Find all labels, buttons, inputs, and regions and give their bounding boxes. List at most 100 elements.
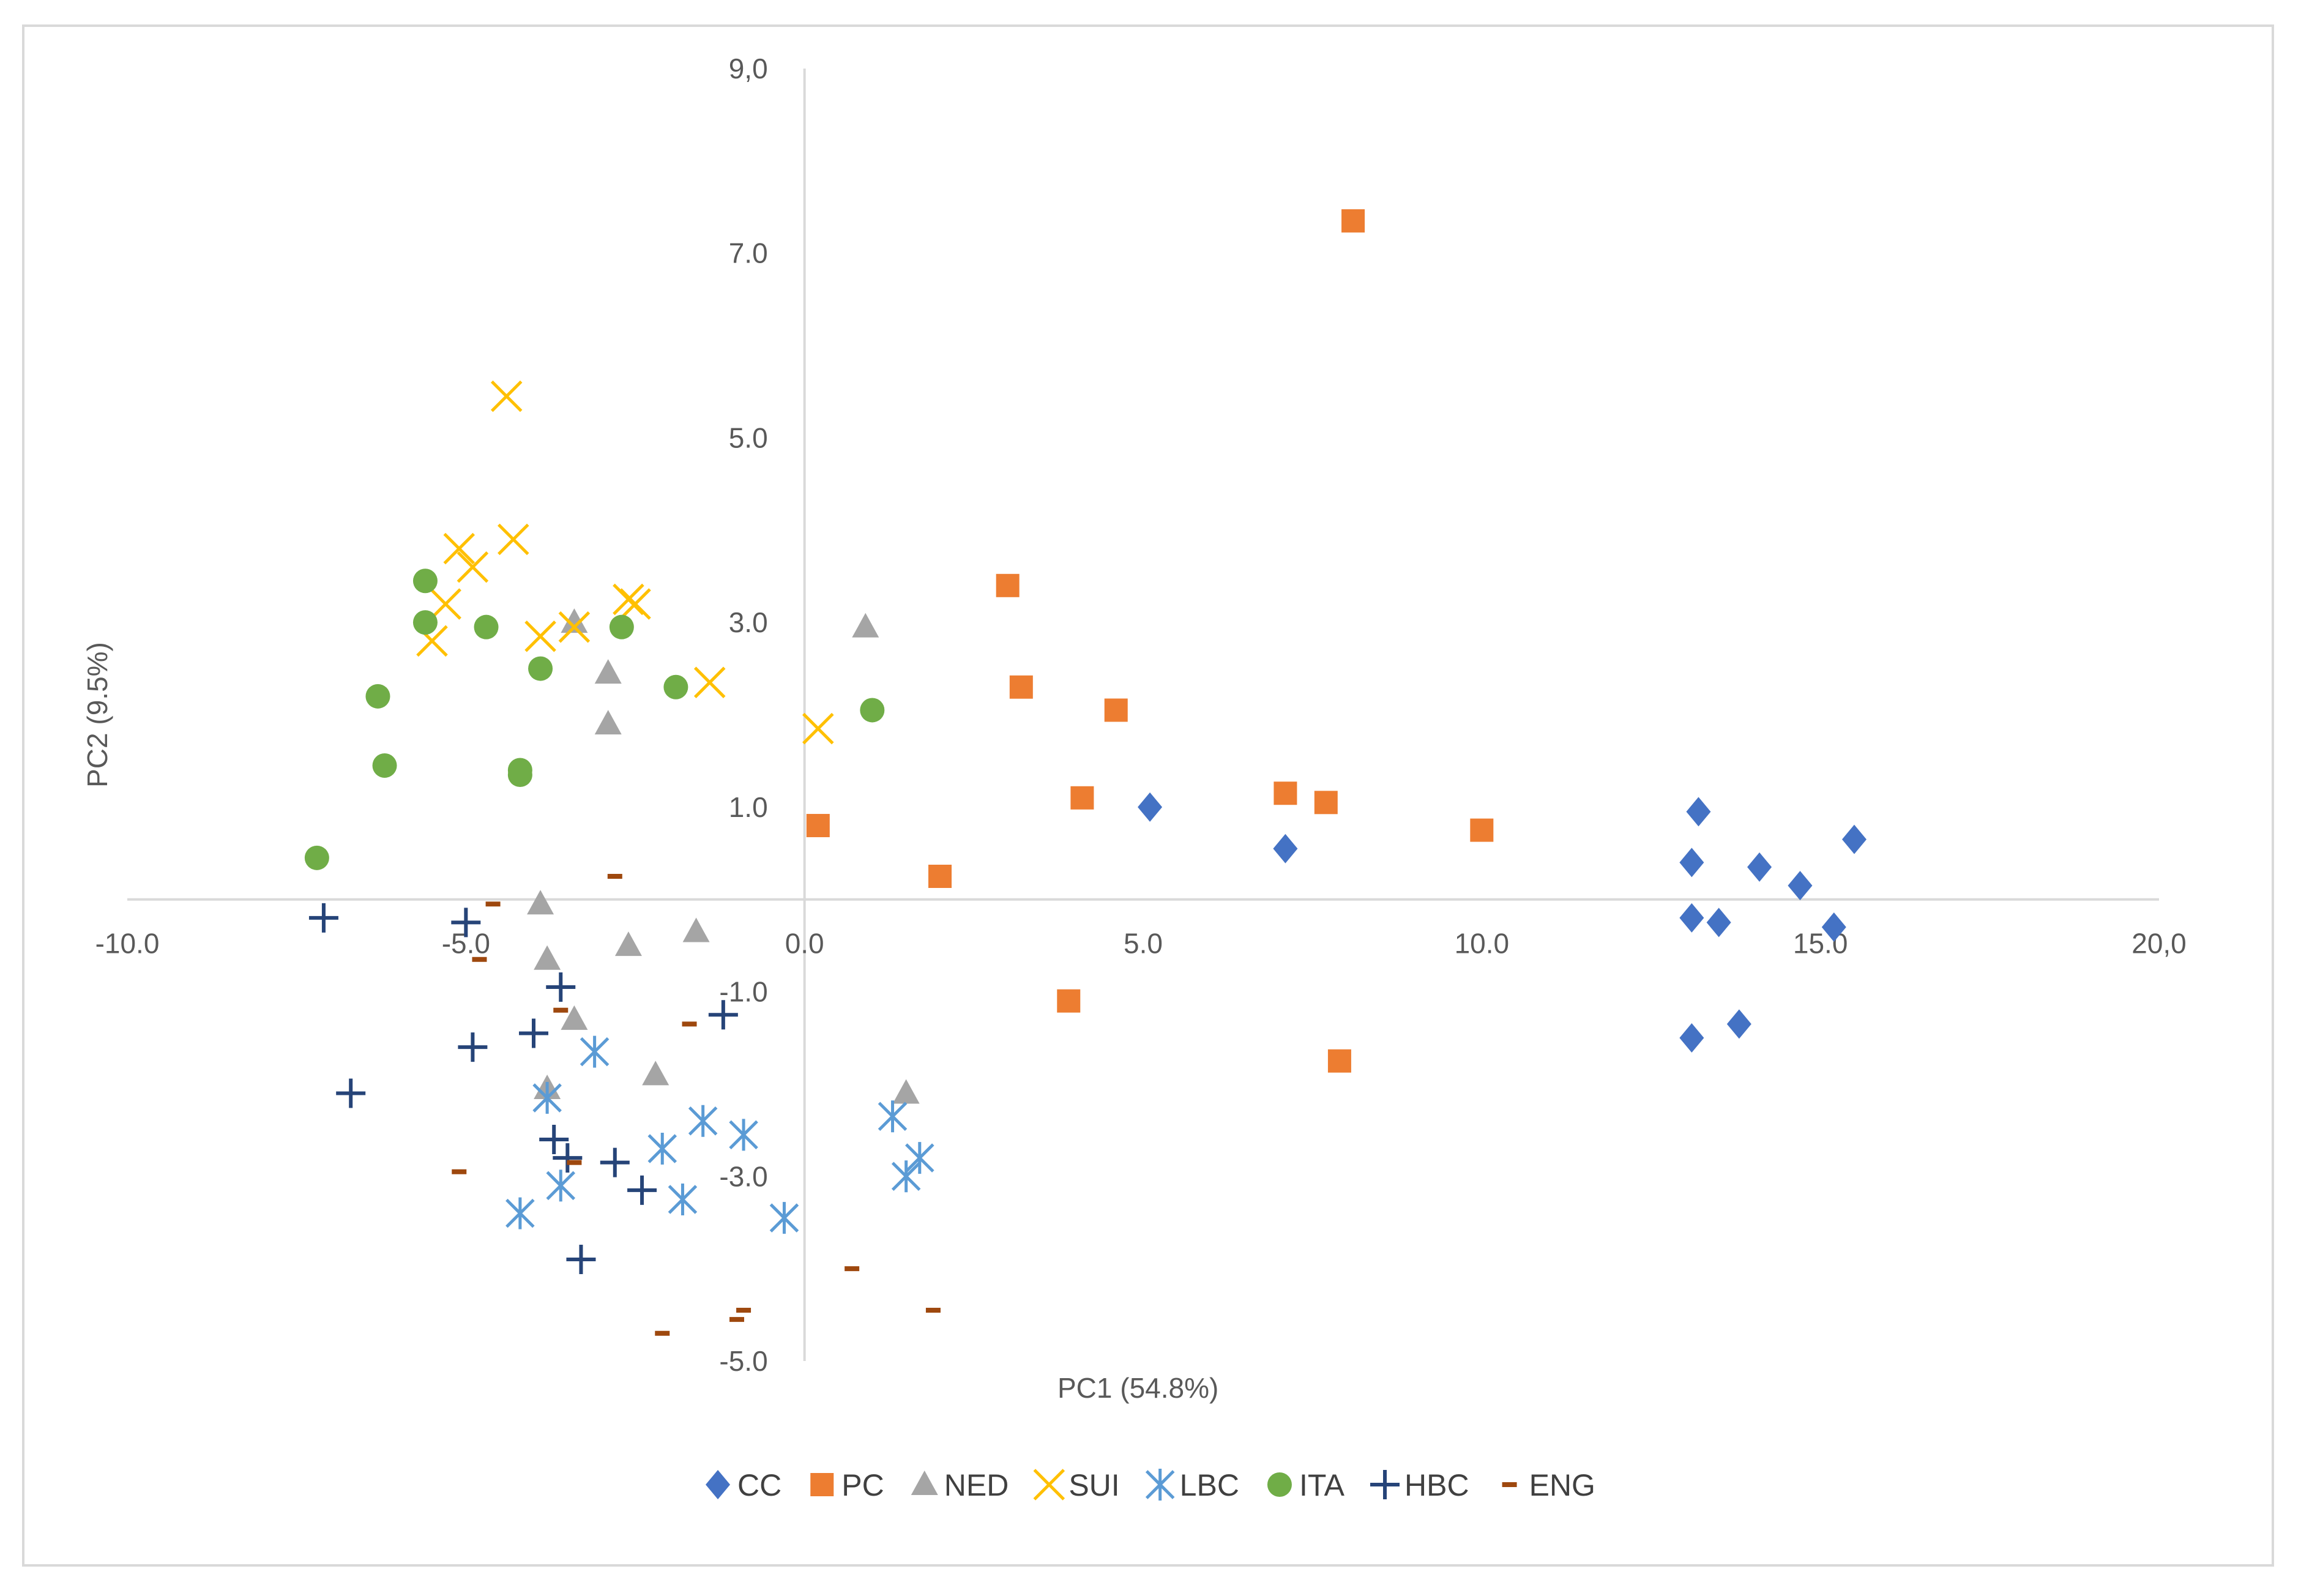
point-hbc xyxy=(519,1018,548,1048)
point-cc xyxy=(1273,833,1298,863)
legend-label: LBC xyxy=(1180,1468,1239,1502)
y-tick-label: 3.0 xyxy=(729,606,768,638)
point-cc xyxy=(1842,824,1867,854)
point-ned xyxy=(852,613,879,638)
legend-label: PC xyxy=(841,1468,884,1502)
legend-marker xyxy=(706,1470,731,1499)
legend-label: SUI xyxy=(1068,1468,1119,1502)
point-ita xyxy=(304,845,329,870)
point-pc xyxy=(996,573,1020,597)
point-cc xyxy=(1747,852,1772,882)
point-ita xyxy=(412,569,438,594)
point-eng xyxy=(567,1160,582,1165)
legend-label: HBC xyxy=(1404,1468,1469,1502)
point-ita xyxy=(412,610,438,635)
legend-marker xyxy=(1502,1482,1517,1487)
point-ita xyxy=(474,614,499,640)
point-pc xyxy=(928,865,952,888)
point-hbc xyxy=(566,1245,596,1275)
point-sui xyxy=(443,532,475,565)
point-sui xyxy=(558,611,591,643)
y-axis-title: PC2 (9.5%) xyxy=(81,642,113,788)
point-ned xyxy=(561,608,588,633)
point-cc xyxy=(1706,908,1731,938)
series-hbc xyxy=(308,903,738,1275)
point-ita xyxy=(372,753,397,778)
legend-label: CC xyxy=(737,1468,781,1502)
series-cc xyxy=(1138,792,1867,1053)
point-pc xyxy=(1341,209,1365,233)
point-lbc xyxy=(878,1100,908,1133)
legend-marker xyxy=(1267,1472,1292,1497)
legend: CC PC NED SUI LBC ITA HBC ENG xyxy=(706,1468,1595,1502)
point-lbc xyxy=(532,1082,562,1114)
axes xyxy=(127,69,2159,1361)
point-ita xyxy=(528,656,553,681)
point-lbc xyxy=(580,1035,610,1068)
point-hbc xyxy=(546,972,576,1002)
point-eng xyxy=(452,1169,467,1174)
point-ita xyxy=(860,698,885,723)
series-sui xyxy=(416,380,834,745)
point-sui xyxy=(693,666,726,698)
point-eng xyxy=(925,1308,941,1313)
point-eng xyxy=(553,1007,569,1013)
point-sui xyxy=(430,588,461,620)
point-pc xyxy=(1070,786,1094,810)
point-lbc xyxy=(668,1184,698,1215)
y-tick-label: -1.0 xyxy=(719,976,767,1008)
point-hbc xyxy=(451,908,481,938)
point-cc xyxy=(1679,1023,1704,1053)
point-hbc xyxy=(627,1175,657,1205)
legend-item-hbc: HBC xyxy=(1370,1468,1469,1502)
point-ned xyxy=(614,931,642,956)
point-lbc xyxy=(546,1169,576,1202)
point-sui xyxy=(802,712,834,745)
point-sui xyxy=(490,380,523,412)
point-cc xyxy=(1788,871,1813,901)
point-ned xyxy=(561,1005,588,1030)
x-tick-label: 10.0 xyxy=(1455,928,1510,960)
point-lbc xyxy=(769,1202,799,1234)
x-tick-labels: -10.0 -5.0 0.0 5.0 10.0 15.0 20,0 xyxy=(95,928,2187,960)
legend-marker xyxy=(1370,1470,1400,1499)
point-pc xyxy=(1057,989,1081,1013)
legend-item-sui: SUI xyxy=(1033,1468,1120,1502)
point-sui xyxy=(619,588,651,620)
x-tick-label: -10.0 xyxy=(95,928,160,960)
point-ita xyxy=(507,763,532,788)
point-pc xyxy=(1470,818,1494,842)
legend-marker xyxy=(1145,1469,1175,1501)
point-pc xyxy=(1274,781,1297,805)
point-pc xyxy=(806,814,830,838)
point-ned xyxy=(892,1079,920,1104)
point-cc xyxy=(1679,903,1704,933)
point-ned xyxy=(594,659,622,684)
series-lbc xyxy=(505,1035,934,1234)
data-points xyxy=(304,209,1867,1336)
point-ned xyxy=(642,1061,669,1086)
y-tick-label: 7.0 xyxy=(729,237,768,269)
point-eng xyxy=(472,956,487,962)
point-lbc xyxy=(647,1133,677,1165)
legend-item-pc: PC xyxy=(810,1468,884,1502)
point-cc xyxy=(1821,912,1846,942)
point-lbc xyxy=(505,1197,535,1229)
legend-marker xyxy=(1033,1469,1065,1501)
y-tick-label: 1.0 xyxy=(729,791,768,823)
point-ita xyxy=(609,614,634,640)
point-pc xyxy=(1009,675,1033,699)
scatter-plot: -10.0 -5.0 0.0 5.0 10.0 15.0 20,0 9,07.05.03.0… xyxy=(81,53,2187,1502)
point-hbc xyxy=(600,1147,630,1177)
point-ned xyxy=(527,890,554,915)
legend-item-ita: ITA xyxy=(1267,1468,1345,1502)
point-hbc xyxy=(336,1078,366,1108)
point-cc xyxy=(1686,797,1711,827)
point-sui xyxy=(457,551,489,583)
point-eng xyxy=(845,1266,860,1272)
y-tick-label: 5.0 xyxy=(729,422,768,453)
legend-label: NED xyxy=(944,1468,1009,1502)
point-lbc xyxy=(905,1142,934,1174)
point-eng xyxy=(682,1021,697,1027)
point-hbc xyxy=(553,1143,583,1173)
